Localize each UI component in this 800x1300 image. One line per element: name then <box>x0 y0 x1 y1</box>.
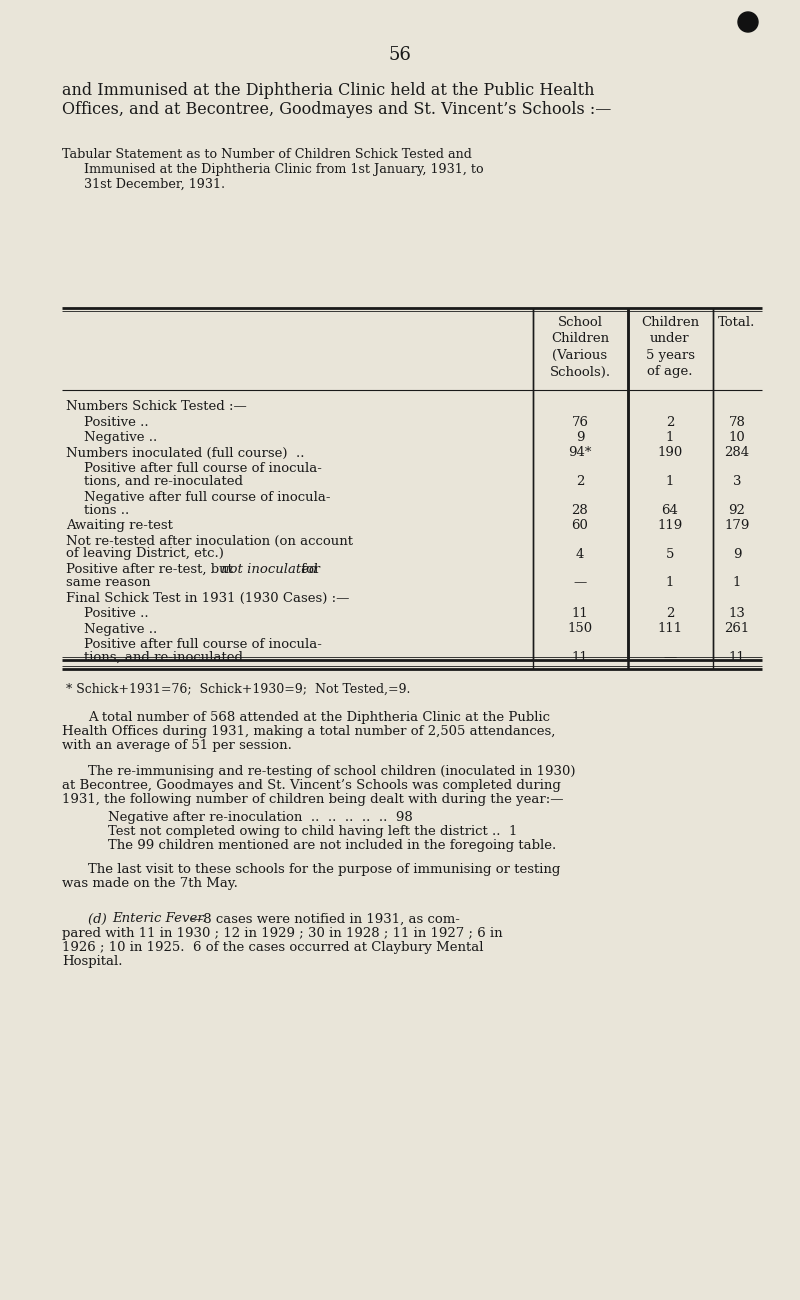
Text: 92: 92 <box>729 503 746 516</box>
Text: with an average of 51 per session.: with an average of 51 per session. <box>62 738 292 751</box>
Text: Positive after re-test, but: Positive after re-test, but <box>66 563 237 576</box>
Text: Positive after full course of inocula-: Positive after full course of inocula- <box>84 638 322 651</box>
Text: 5: 5 <box>666 547 674 560</box>
Text: 111: 111 <box>658 623 682 636</box>
Text: 13: 13 <box>729 607 746 620</box>
Text: Health Offices during 1931, making a total number of 2,505 attendances,: Health Offices during 1931, making a tot… <box>62 724 555 737</box>
Text: The 99 children mentioned are not included in the foregoing table.: The 99 children mentioned are not includ… <box>108 838 556 852</box>
Text: at Becontree, Goodmayes and St. Vincent’s Schools was completed during: at Becontree, Goodmayes and St. Vincent’… <box>62 779 561 792</box>
Text: Negative ..: Negative .. <box>84 432 158 445</box>
Text: Offices, and at Becontree, Goodmayes and St. Vincent’s Schools :—: Offices, and at Becontree, Goodmayes and… <box>62 101 611 118</box>
Text: Immunised at the Diphtheria Clinic from 1st January, 1931, to: Immunised at the Diphtheria Clinic from … <box>84 162 484 176</box>
Text: Awaiting re-test: Awaiting re-test <box>66 519 173 532</box>
Text: Children
under
5 years
of age.: Children under 5 years of age. <box>641 316 699 378</box>
Text: Numbers inoculated (full course)  ..: Numbers inoculated (full course) .. <box>66 446 305 459</box>
Text: Negative after full course of inocula-: Negative after full course of inocula- <box>84 490 330 503</box>
Text: 3: 3 <box>733 474 742 488</box>
Text: 1926 ; 10 in 1925.  6 of the cases occurred at Claybury Mental: 1926 ; 10 in 1925. 6 of the cases occurr… <box>62 940 483 953</box>
Text: Test not completed owing to child having left the district ..  1: Test not completed owing to child having… <box>108 824 518 837</box>
Text: 1: 1 <box>733 576 741 589</box>
Text: not inoculated: not inoculated <box>221 563 318 576</box>
Text: 76: 76 <box>571 416 589 429</box>
Text: for: for <box>297 563 320 576</box>
Text: 284: 284 <box>725 446 750 459</box>
Text: Positive ..: Positive .. <box>84 416 149 429</box>
Text: * Schick+1931=76;  Schick+1930=9;  Not Tested,=9.: * Schick+1931=76; Schick+1930=9; Not Tes… <box>66 682 410 696</box>
Text: Not re-tested after inoculation (on account: Not re-tested after inoculation (on acco… <box>66 534 353 547</box>
Text: Numbers Schick Tested :—: Numbers Schick Tested :— <box>66 400 246 413</box>
Text: —: — <box>574 576 586 589</box>
Text: same reason: same reason <box>66 576 150 589</box>
Text: tions ..: tions .. <box>84 503 130 516</box>
Text: 2: 2 <box>576 474 584 488</box>
Text: Negative after re-inoculation  ..  ..  ..  ..  ..  98: Negative after re-inoculation .. .. .. .… <box>108 810 413 823</box>
Text: 1: 1 <box>666 432 674 445</box>
Text: 1: 1 <box>666 576 674 589</box>
Text: Total.: Total. <box>718 316 756 329</box>
Text: 60: 60 <box>571 519 589 532</box>
Text: 2: 2 <box>666 416 674 429</box>
Text: tions, and re-inoculated: tions, and re-inoculated <box>84 651 243 664</box>
Text: Hospital.: Hospital. <box>62 954 122 967</box>
Text: Tabular Statement as to Number of Children Schick Tested and: Tabular Statement as to Number of Childr… <box>62 148 472 161</box>
Text: 190: 190 <box>658 446 682 459</box>
Text: 10: 10 <box>729 432 746 445</box>
Text: 179: 179 <box>724 519 750 532</box>
Text: The last visit to these schools for the purpose of immunising or testing: The last visit to these schools for the … <box>88 862 560 875</box>
Text: 64: 64 <box>662 503 678 516</box>
Text: School
Children
(Various
Schools).: School Children (Various Schools). <box>550 316 610 378</box>
Text: tions, and re-inoculated: tions, and re-inoculated <box>84 474 243 488</box>
Text: pared with 11 in 1930 ; 12 in 1929 ; 30 in 1928 ; 11 in 1927 ; 6 in: pared with 11 in 1930 ; 12 in 1929 ; 30 … <box>62 927 502 940</box>
Text: 2: 2 <box>666 607 674 620</box>
Text: The re-immunising and re-testing of school children (inoculated in 1930): The re-immunising and re-testing of scho… <box>88 764 575 777</box>
Text: —: — <box>663 651 677 664</box>
Text: 150: 150 <box>567 623 593 636</box>
Text: 11: 11 <box>572 651 588 664</box>
Text: Final Schick Test in 1931 (1930 Cases) :—: Final Schick Test in 1931 (1930 Cases) :… <box>66 592 350 604</box>
Text: Positive after full course of inocula-: Positive after full course of inocula- <box>84 462 322 474</box>
Circle shape <box>738 12 758 32</box>
Text: and Immunised at the Diphtheria Clinic held at the Public Health: and Immunised at the Diphtheria Clinic h… <box>62 82 594 99</box>
Text: 1: 1 <box>666 474 674 488</box>
Text: 94*: 94* <box>568 446 592 459</box>
Text: 1931, the following number of children being dealt with during the year:—: 1931, the following number of children b… <box>62 793 563 806</box>
Text: (d): (d) <box>88 913 111 926</box>
Text: Positive ..: Positive .. <box>84 607 149 620</box>
Text: 11: 11 <box>729 651 746 664</box>
Text: 56: 56 <box>389 46 411 64</box>
Text: was made on the 7th May.: was made on the 7th May. <box>62 876 238 889</box>
Text: Enteric Fever.: Enteric Fever. <box>112 913 206 926</box>
Text: 119: 119 <box>658 519 682 532</box>
Text: 28: 28 <box>572 503 588 516</box>
Text: 11: 11 <box>572 607 588 620</box>
Text: A total number of 568 attended at the Diphtheria Clinic at the Public: A total number of 568 attended at the Di… <box>88 711 550 724</box>
Text: 9: 9 <box>733 547 742 560</box>
Text: 4: 4 <box>576 547 584 560</box>
Text: Negative ..: Negative .. <box>84 623 158 636</box>
Text: —8 cases were notified in 1931, as com-: —8 cases were notified in 1931, as com- <box>190 913 460 926</box>
Text: 78: 78 <box>729 416 746 429</box>
Text: 261: 261 <box>724 623 750 636</box>
Text: 9: 9 <box>576 432 584 445</box>
Text: 31st December, 1931.: 31st December, 1931. <box>84 178 225 191</box>
Text: of leaving District, etc.): of leaving District, etc.) <box>66 547 224 560</box>
